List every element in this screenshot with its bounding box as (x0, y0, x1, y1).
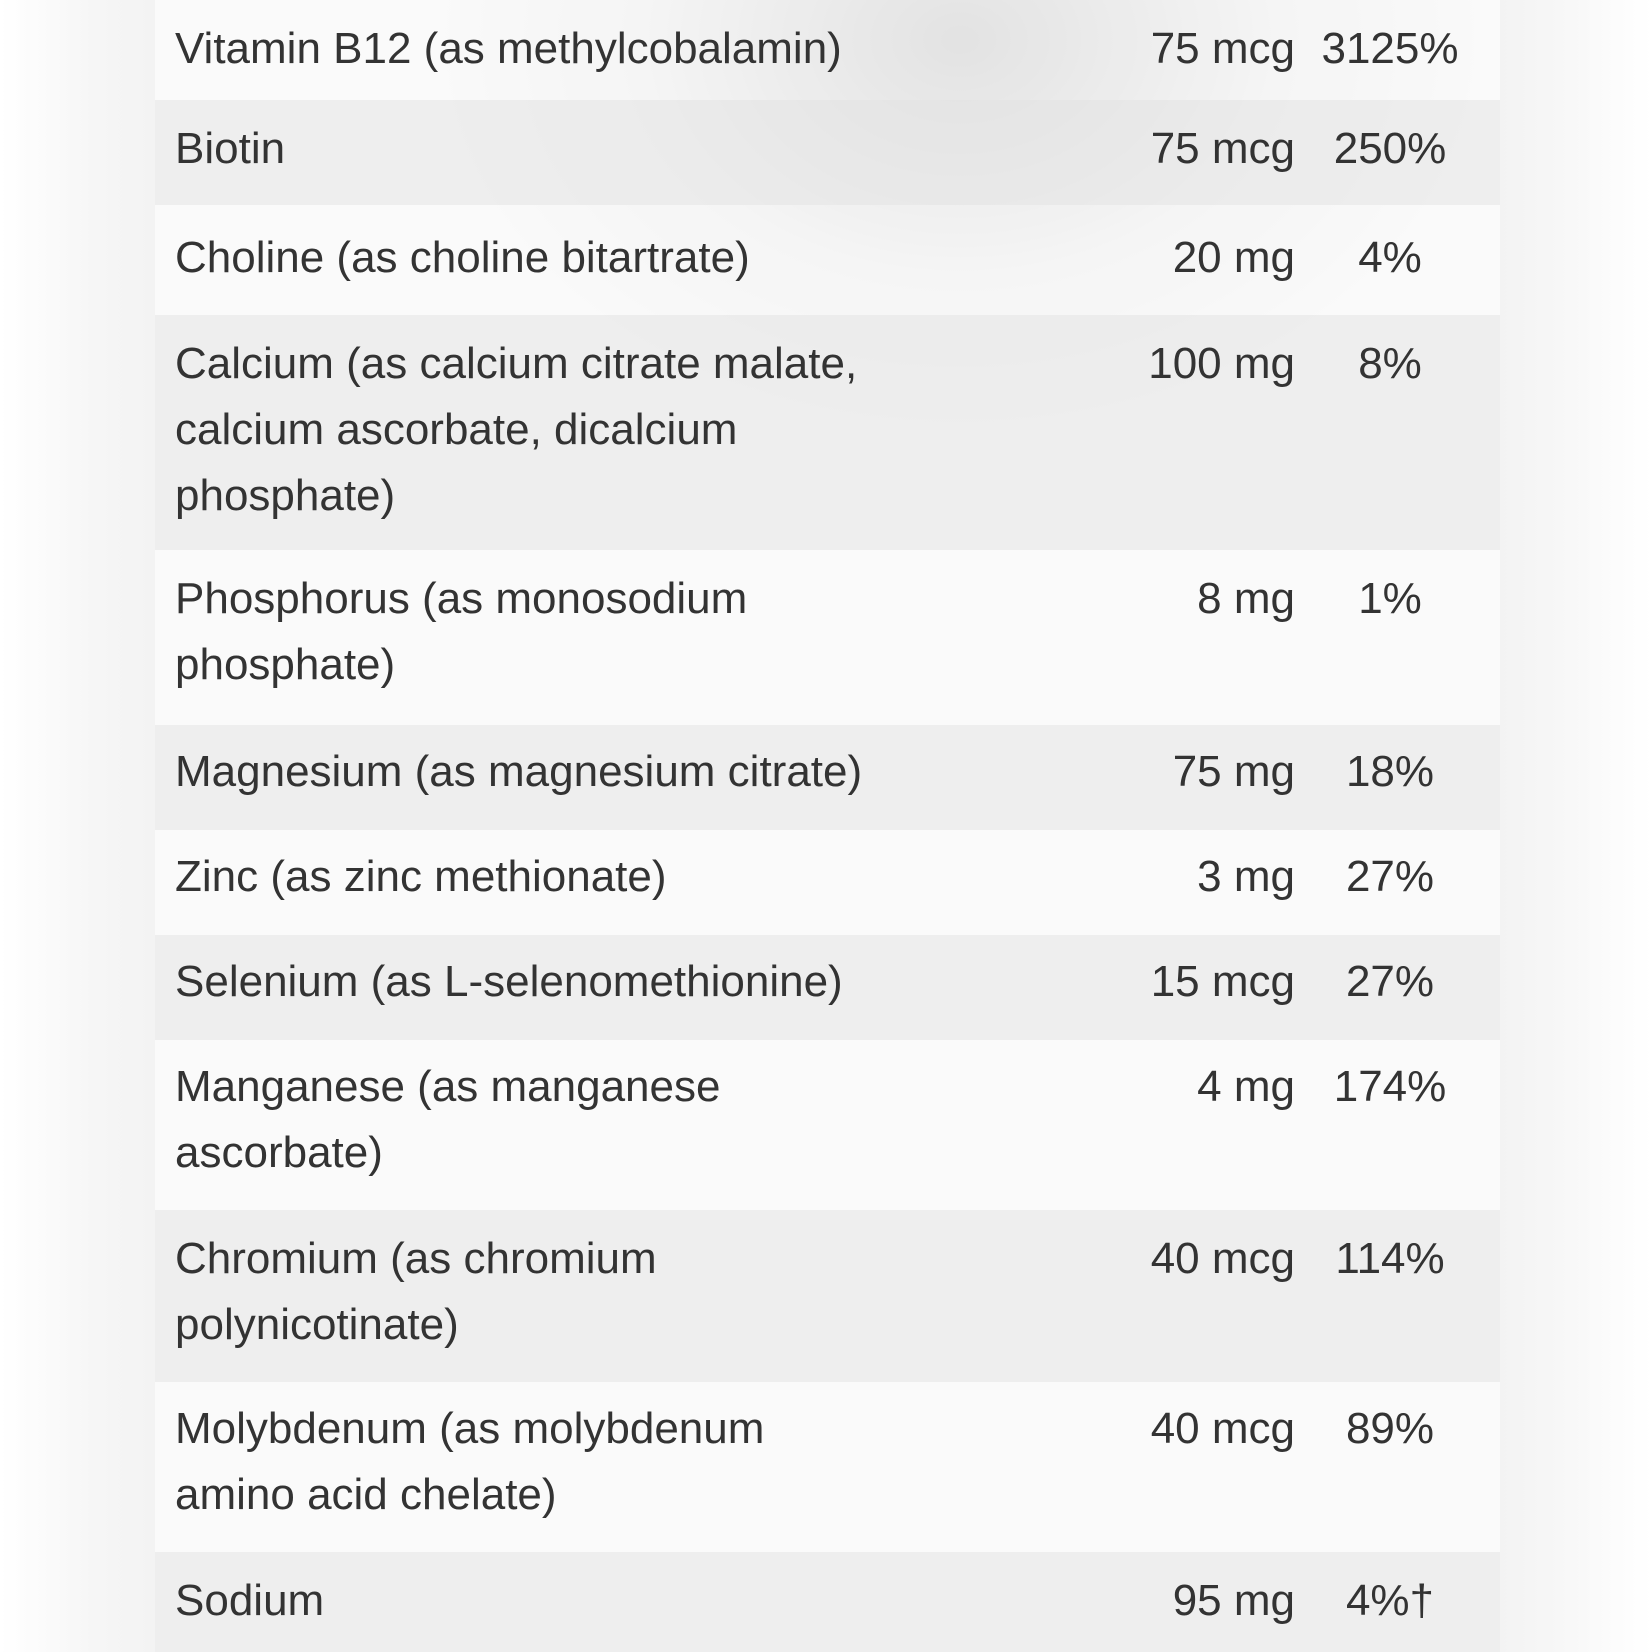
table-row: Phosphorus (as monosodium phosphate) 8 m… (155, 550, 1500, 725)
nutrient-name: Magnesium (as magnesium citrate) (175, 747, 863, 796)
nutrient-amount: 15 mcg (1150, 957, 1295, 1006)
nutrient-amount: 75 mg (1172, 747, 1295, 796)
daily-value-percent: 4%† (1345, 1576, 1435, 1625)
nutrient-name: Vitamin B12 (as methylcobalamin) (175, 24, 842, 73)
nutrient-amount: 20 mg (1172, 233, 1295, 282)
daily-value-percent: 114% (1335, 1234, 1445, 1283)
nutrient-amount: 40 mcg (1150, 1404, 1295, 1453)
nutrient-amount: 75 mcg (1150, 124, 1295, 173)
table-row: Selenium (as L-selenomethionine) 15 mcg … (155, 935, 1500, 1040)
supplement-facts-table: Vitamin B12 (as methylcobalamin) 75 mcg … (155, 0, 1500, 1652)
table-row: Molybdenum (as molybdenum amino acid che… (155, 1382, 1500, 1552)
table-row: Calcium (as calcium citrate malate, calc… (155, 315, 1500, 550)
daily-value-percent: 3125% (1321, 24, 1459, 73)
nutrient-name: Chromium (as chromium polynicotinate) (175, 1234, 657, 1349)
nutrient-name: Zinc (as zinc methionate) (175, 852, 667, 901)
nutrient-name: Selenium (as L-selenomethionine) (175, 957, 843, 1006)
daily-value-percent: 1% (1358, 574, 1422, 623)
table-row: Sodium 95 mg 4%† (155, 1552, 1500, 1652)
daily-value-percent: 89% (1345, 1404, 1435, 1453)
nutrient-amount: 100 mg (1148, 339, 1295, 388)
nutrient-name: Biotin (175, 124, 286, 173)
daily-value-percent: 8% (1358, 339, 1422, 388)
nutrient-amount: 75 mcg (1150, 24, 1295, 73)
table-row: Chromium (as chromium polynicotinate) 40… (155, 1210, 1500, 1382)
daily-value-percent: 174% (1333, 1062, 1447, 1111)
daily-value-percent: 27% (1345, 957, 1435, 1006)
nutrient-amount: 40 mcg (1150, 1234, 1295, 1283)
nutrient-name: Manganese (as manganese ascorbate) (175, 1062, 721, 1177)
nutrient-name: Molybdenum (as molybdenum amino acid che… (175, 1404, 765, 1519)
nutrient-amount: 95 mg (1172, 1576, 1295, 1625)
table-row: Zinc (as zinc methionate) 3 mg 27% (155, 830, 1500, 935)
table-row: Choline (as choline bitartrate) 20 mg 4% (155, 205, 1500, 315)
table-row: Biotin 75 mcg 250% (155, 100, 1500, 205)
nutrient-amount: 8 mg (1197, 574, 1295, 623)
nutrient-name: Calcium (as calcium citrate malate, calc… (175, 339, 858, 520)
nutrient-amount: 3 mg (1197, 852, 1295, 901)
nutrient-name: Phosphorus (as monosodium phosphate) (175, 574, 748, 689)
nutrient-amount: 4 mg (1197, 1062, 1295, 1111)
daily-value-percent: 4% (1358, 233, 1422, 282)
nutrient-name: Choline (as choline bitartrate) (175, 233, 750, 282)
table-row: Vitamin B12 (as methylcobalamin) 75 mcg … (155, 0, 1500, 100)
table-row: Manganese (as manganese ascorbate) 4 mg … (155, 1040, 1500, 1210)
daily-value-percent: 250% (1333, 124, 1447, 173)
nutrient-name: Sodium (175, 1576, 325, 1625)
daily-value-percent: 27% (1345, 852, 1435, 901)
daily-value-percent: 18% (1345, 747, 1435, 796)
table-row: Magnesium (as magnesium citrate) 75 mg 1… (155, 725, 1500, 830)
